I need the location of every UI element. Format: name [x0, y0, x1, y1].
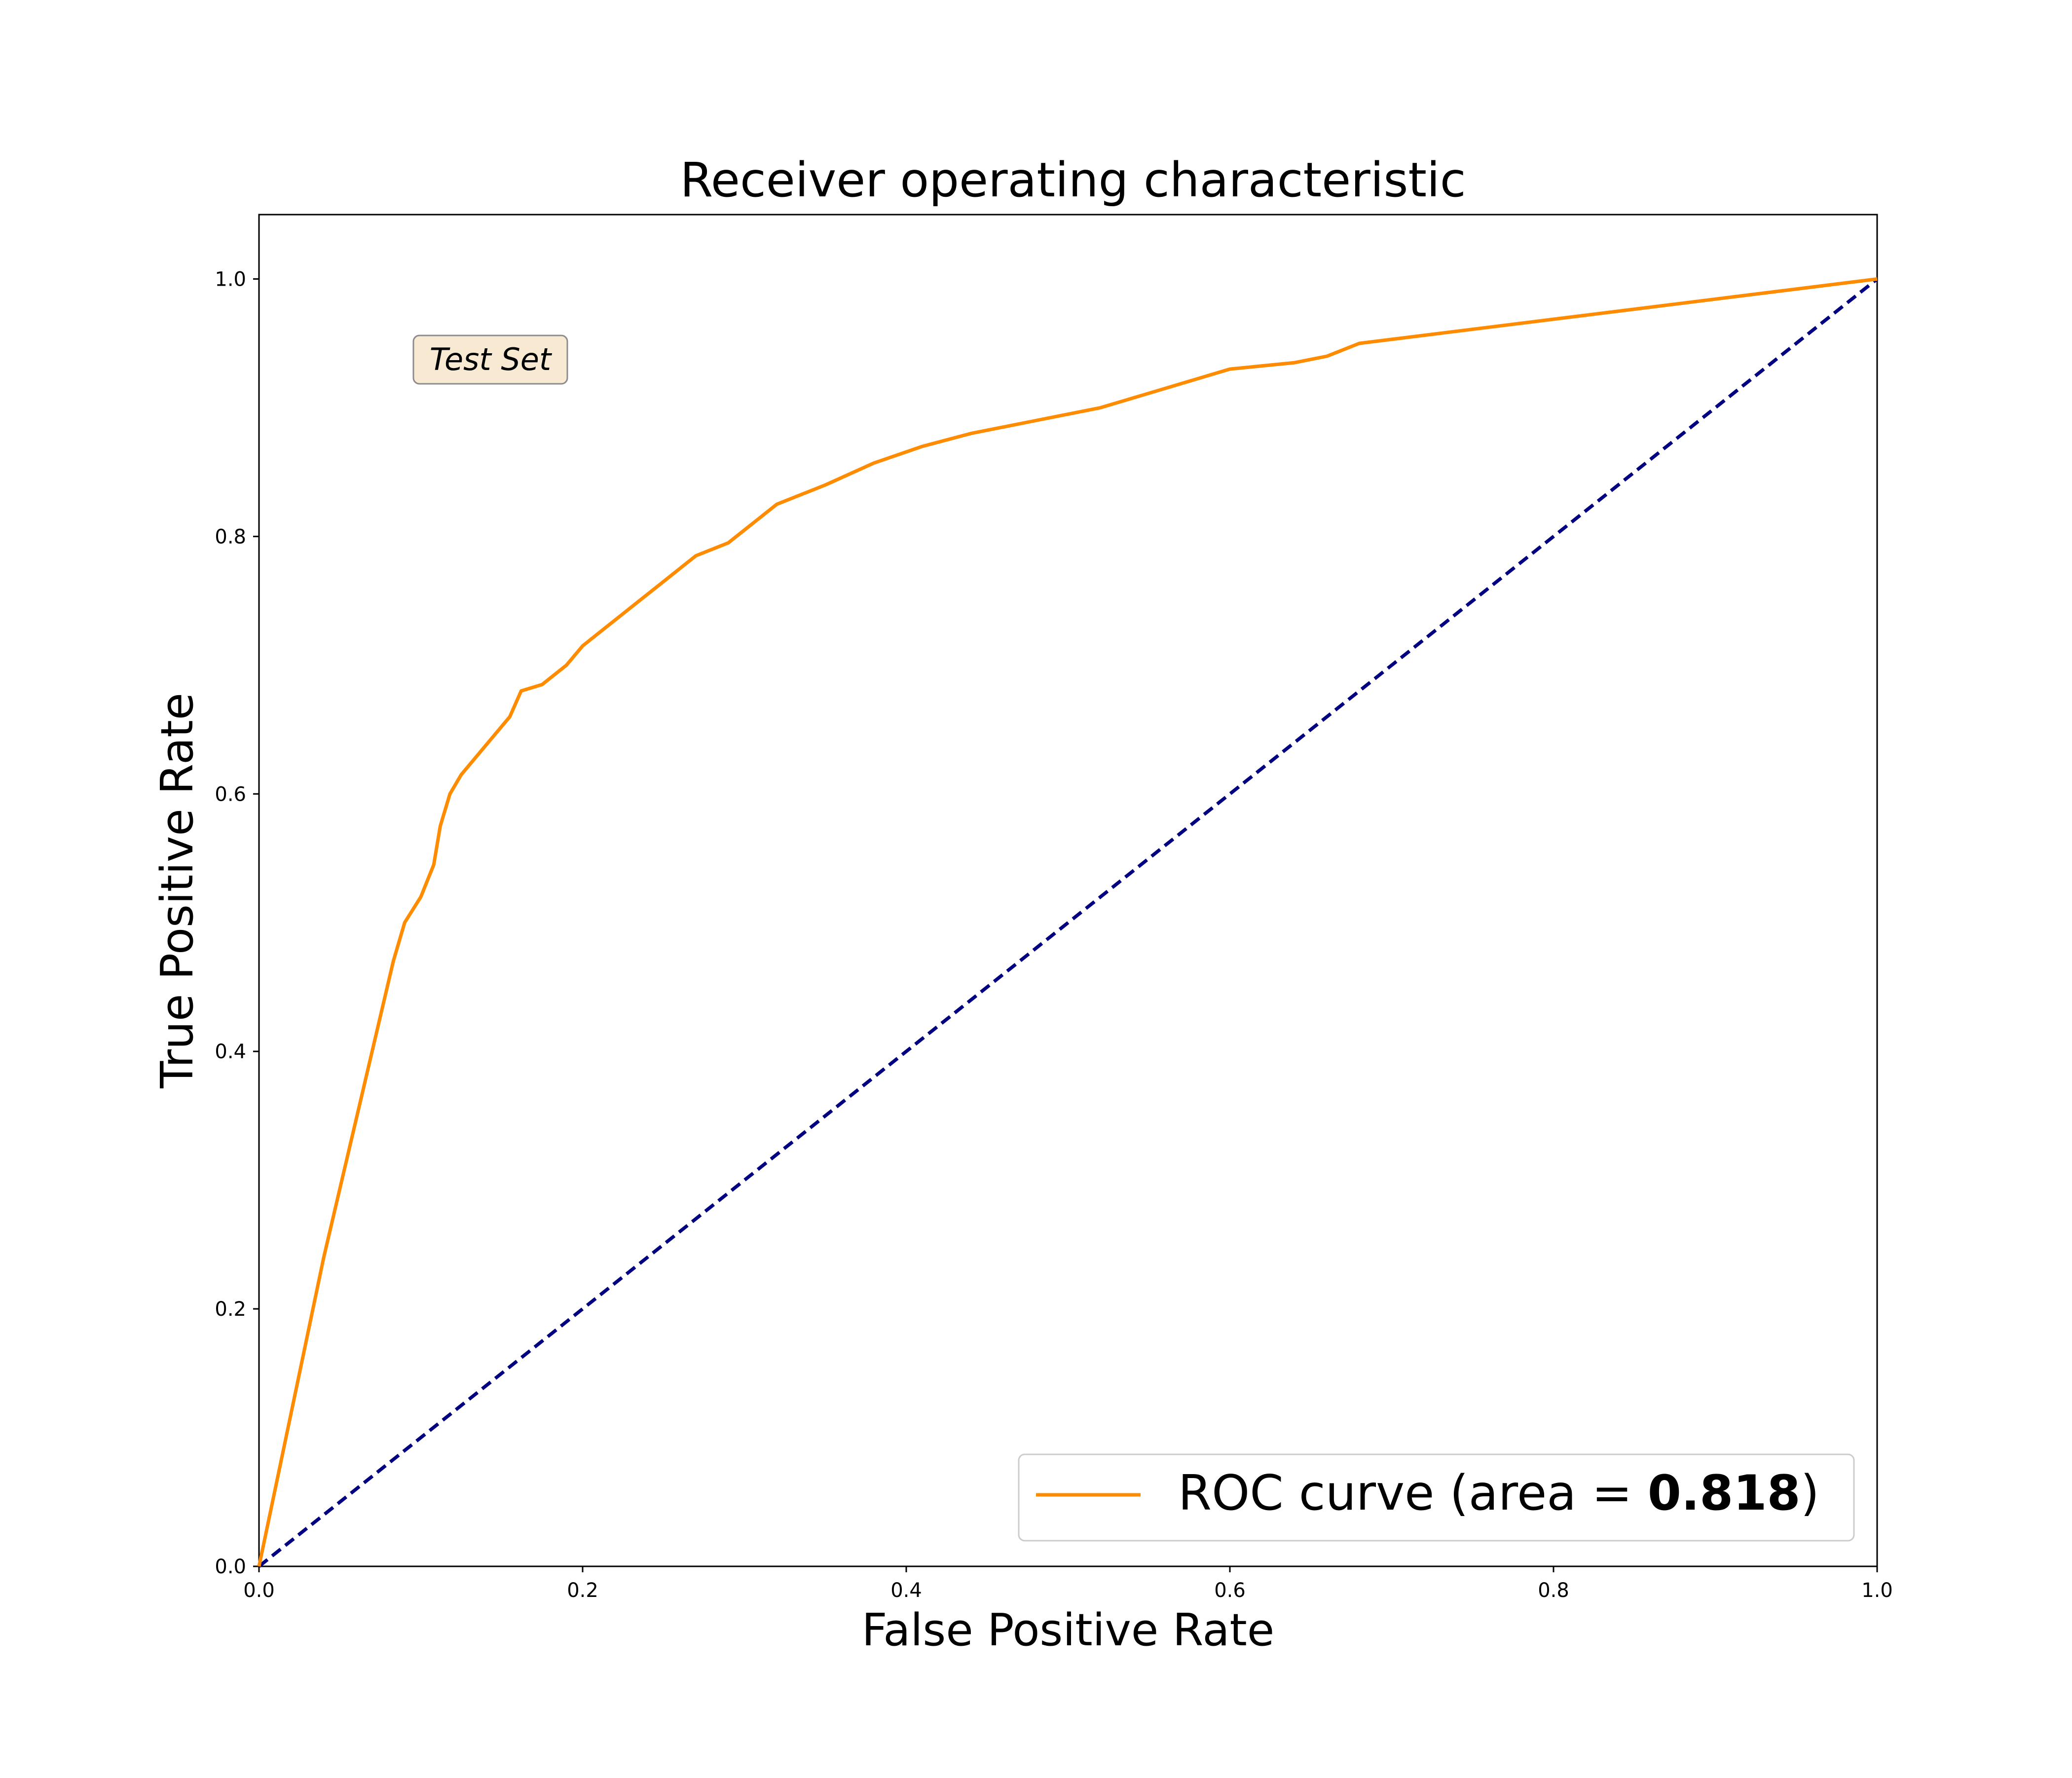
axes-frame — [258, 214, 1878, 1567]
legend-auc-value: 0.818 — [1648, 1465, 1801, 1521]
y-tick-label: 0.2 — [215, 1298, 246, 1321]
chart-title: Receiver operating characteristic — [680, 152, 1466, 208]
legend-label: ROC curve (area = 0.818) — [1178, 1465, 1819, 1521]
legend-label-suffix: ) — [1801, 1465, 1819, 1521]
x-tick-label: 0.6 — [1214, 1579, 1246, 1602]
annotation-text: Test Set — [430, 341, 553, 377]
y-axis-label: True Positive Rate — [151, 693, 203, 1089]
y-tick-label: 0.6 — [215, 783, 246, 806]
x-axis-ticks: 0.0 0.2 0.4 0.6 0.8 1.0 — [243, 1566, 1893, 1602]
y-tick-label: 0.4 — [215, 1040, 246, 1063]
y-tick-label: 0.8 — [215, 525, 246, 548]
legend: ROC curve (area = 0.818) — [1018, 1453, 1855, 1542]
x-axis-label: False Positive Rate — [862, 1604, 1274, 1656]
x-tick-label: 0.2 — [567, 1579, 598, 1602]
legend-label-prefix: ROC curve (area = — [1178, 1465, 1648, 1521]
x-tick-label: 0.0 — [243, 1579, 275, 1602]
legend-box — [1018, 1453, 1855, 1542]
y-tick-label: 0.0 — [215, 1556, 246, 1578]
y-axis-ticks: 0.0 0.2 0.4 0.6 0.8 1.0 — [215, 268, 259, 1578]
x-tick-label: 0.8 — [1538, 1579, 1569, 1602]
chance-line — [258, 277, 1879, 1568]
x-tick-label: 0.4 — [890, 1579, 922, 1602]
test-set-annotation: Test Set — [412, 334, 568, 385]
y-tick-label: 1.0 — [215, 268, 246, 291]
plot-area: 0.0 0.2 0.4 0.6 0.8 1.0 0.0 0.2 0.4 0.6 0.8 1.0 — [215, 214, 1893, 1602]
annotation-box — [412, 334, 568, 385]
roc-curve-line — [257, 277, 1878, 1567]
x-tick-label: 1.0 — [1861, 1579, 1893, 1602]
